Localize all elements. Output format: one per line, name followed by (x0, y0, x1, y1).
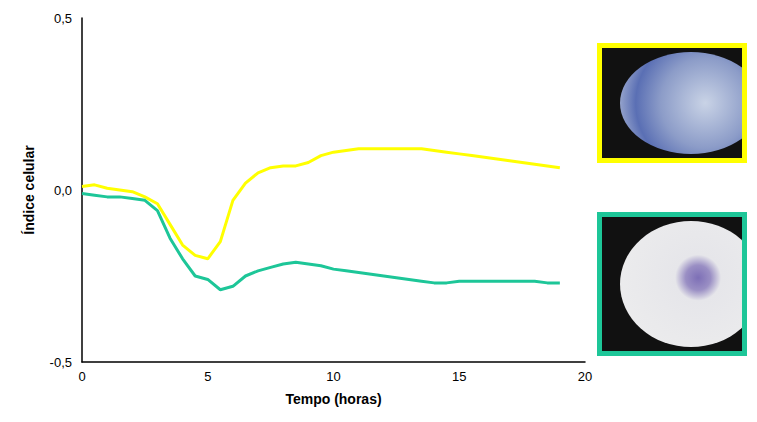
svg-text:15: 15 (452, 369, 466, 384)
svg-text:0: 0 (78, 369, 85, 384)
svg-text:Índice celular: Índice celular (21, 145, 37, 235)
svg-text:0,5: 0,5 (54, 11, 72, 26)
svg-text:-0,5: -0,5 (50, 355, 72, 370)
svg-text:Tempo (horas): Tempo (horas) (285, 391, 381, 407)
svg-text:20: 20 (578, 369, 592, 384)
svg-text:10: 10 (326, 369, 340, 384)
svg-text:0,0: 0,0 (54, 183, 72, 198)
svg-text:5: 5 (204, 369, 211, 384)
